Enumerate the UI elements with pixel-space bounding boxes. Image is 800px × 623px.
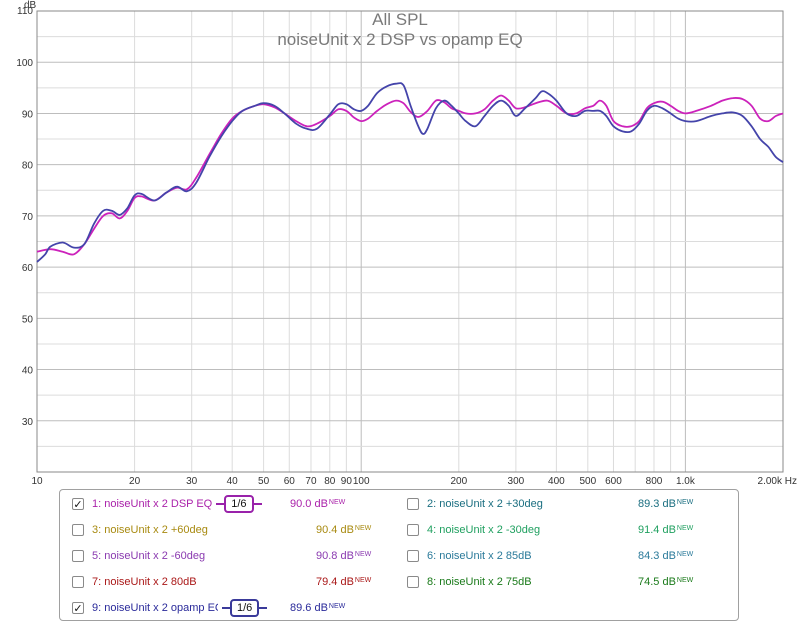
legend-item-1[interactable]: ✓ 1: noiseUnit x 2 DSP EQ 1/6 xyxy=(72,495,262,513)
x-tick-label: 600 xyxy=(605,476,622,487)
new-badge: NEW xyxy=(676,525,694,532)
x-tick-label: 30 xyxy=(186,476,198,487)
new-badge: NEW xyxy=(676,499,694,506)
legend-checkbox-3[interactable] xyxy=(72,524,84,536)
legend-item-9[interactable]: ✓ 9: noiseUnit x 2 opamp EC 1/6 xyxy=(72,599,268,617)
x-tick-label: 20 xyxy=(129,476,141,487)
y-tick-label: 70 xyxy=(22,212,34,223)
x-tick-label: 70 xyxy=(305,476,317,487)
legend-item-3[interactable]: 3: noiseUnit x 2 +60deg xyxy=(72,521,208,539)
chart-subtitle: noiseUnit x 2 DSP vs opamp EQ xyxy=(277,30,522,49)
legend-level: 74.5 dB xyxy=(638,576,676,588)
x-tick-label: 50 xyxy=(258,476,270,487)
y-tick-label: 100 xyxy=(16,58,33,69)
legend-item-7[interactable]: 7: noiseUnit x 2 80dB xyxy=(72,573,197,591)
legend-value-5: 90.8 dBNEW xyxy=(316,550,371,562)
new-badge: NEW xyxy=(328,499,346,506)
legend-value-2: 89.3 dBNEW xyxy=(638,498,693,510)
y-axis-unit: dB xyxy=(24,0,37,11)
legend-level: 84.3 dB xyxy=(638,550,676,562)
legend-checkbox-2[interactable] xyxy=(407,498,419,510)
legend-label-2: 2: noiseUnit x 2 +30deg xyxy=(427,498,543,510)
legend-level: 91.4 dB xyxy=(638,524,676,536)
legend-label-5: 5: noiseUnit x 2 -60deg xyxy=(92,550,206,562)
legend-value-3: 90.4 dBNEW xyxy=(316,524,371,536)
legend-item-5[interactable]: 5: noiseUnit x 2 -60deg xyxy=(72,547,205,565)
new-badge: NEW xyxy=(676,551,694,558)
legend-level: 89.6 dB xyxy=(290,602,328,614)
legend-item-6[interactable]: 6: noiseUnit x 2 85dB xyxy=(407,547,532,565)
series-line-opamp-eq xyxy=(36,82,784,263)
chart-grid xyxy=(36,10,784,472)
legend-label-1: 1: noiseUnit x 2 DSP EQ xyxy=(92,498,213,510)
legend-level: 90.0 dB xyxy=(290,498,328,510)
legend-label-4: 4: noiseUnit x 2 -30deg xyxy=(427,524,541,536)
new-badge: NEW xyxy=(328,603,346,610)
x-tick-label: 300 xyxy=(508,476,525,487)
legend-label-3: 3: noiseUnit x 2 +60deg xyxy=(92,524,208,536)
x-tick-label: 90 xyxy=(341,476,353,487)
x-tick-label: 1.0k xyxy=(676,476,696,487)
legend-label-9: 9: noiseUnit x 2 opamp EC xyxy=(92,602,218,614)
legend-item-2[interactable]: 2: noiseUnit x 2 +30deg xyxy=(407,495,543,513)
legend-level: 89.3 dB xyxy=(638,498,676,510)
x-tick-label: 100 xyxy=(353,476,370,487)
y-tick-label: 80 xyxy=(22,161,34,172)
x-tick-label: 500 xyxy=(579,476,596,487)
legend-checkbox-9[interactable]: ✓ xyxy=(72,602,84,615)
legend-checkbox-1[interactable]: ✓ xyxy=(72,498,84,511)
y-tick-label: 90 xyxy=(22,109,34,120)
legend-item-4[interactable]: 4: noiseUnit x 2 -30deg xyxy=(407,521,540,539)
smoothing-value[interactable]: 1/6 xyxy=(230,599,260,617)
legend-value-7: 79.4 dBNEW xyxy=(316,576,371,588)
legend-value-9: 89.6 dBNEW xyxy=(290,602,345,614)
legend-value-1: 90.0 dBNEW xyxy=(290,498,345,510)
x-tick-label: 400 xyxy=(548,476,565,487)
y-tick-label: 50 xyxy=(22,314,34,325)
smoothing-selector-1[interactable]: 1/6 xyxy=(216,495,262,513)
new-badge: NEW xyxy=(676,577,694,584)
legend-value-4: 91.4 dBNEW xyxy=(638,524,693,536)
x-tick-label: 60 xyxy=(284,476,296,487)
legend-checkbox-5[interactable] xyxy=(72,550,84,562)
legend-checkbox-6[interactable] xyxy=(407,550,419,562)
legend-label-8: 8: noiseUnit x 2 75dB xyxy=(427,576,532,588)
legend-level: 79.4 dB xyxy=(316,576,354,588)
new-badge: NEW xyxy=(354,525,372,532)
legend-item-8[interactable]: 8: noiseUnit x 2 75dB xyxy=(407,573,532,591)
legend-value-8: 74.5 dBNEW xyxy=(638,576,693,588)
legend-label-6: 6: noiseUnit x 2 85dB xyxy=(427,550,532,562)
legend-label-7: 7: noiseUnit x 2 80dB xyxy=(92,576,197,588)
x-tick-label: 80 xyxy=(324,476,336,487)
x-tick-label: 200 xyxy=(450,476,467,487)
y-tick-label: 30 xyxy=(22,417,34,428)
smoothing-selector-9[interactable]: 1/6 xyxy=(222,599,268,617)
legend-value-6: 84.3 dBNEW xyxy=(638,550,693,562)
x-tick-labels: 10 20 30 40 50 60 70 80 90 100 200 300 400 500 600 800 1… xyxy=(31,476,797,487)
legend-level: 90.4 dB xyxy=(316,524,354,536)
new-badge: NEW xyxy=(354,577,372,584)
y-tick-label: 40 xyxy=(22,366,34,377)
legend-panel: ✓ 1: noiseUnit x 2 DSP EQ 1/6 90.0 dBNEW 2: … xyxy=(59,489,739,621)
x-tick-label: 40 xyxy=(227,476,239,487)
y-tick-labels: 30 40 50 60 70 80 90 100 110 xyxy=(16,6,33,428)
legend-checkbox-4[interactable] xyxy=(407,524,419,536)
chart-title: All SPL xyxy=(372,10,428,29)
smoothing-value[interactable]: 1/6 xyxy=(224,495,254,513)
legend-level: 90.8 dB xyxy=(316,550,354,562)
x-tick-label: 800 xyxy=(646,476,663,487)
legend-checkbox-7[interactable] xyxy=(72,576,84,588)
x-tick-label: 2.00k Hz xyxy=(758,476,797,487)
y-tick-label: 60 xyxy=(22,263,34,274)
series-lines xyxy=(36,82,784,263)
plot-frame xyxy=(36,10,784,473)
series-line-dsp-eq xyxy=(36,94,784,256)
legend-checkbox-8[interactable] xyxy=(407,576,419,588)
new-badge: NEW xyxy=(354,551,372,558)
y-tick-label: 110 xyxy=(17,6,33,17)
x-tick-label: 10 xyxy=(31,476,43,487)
